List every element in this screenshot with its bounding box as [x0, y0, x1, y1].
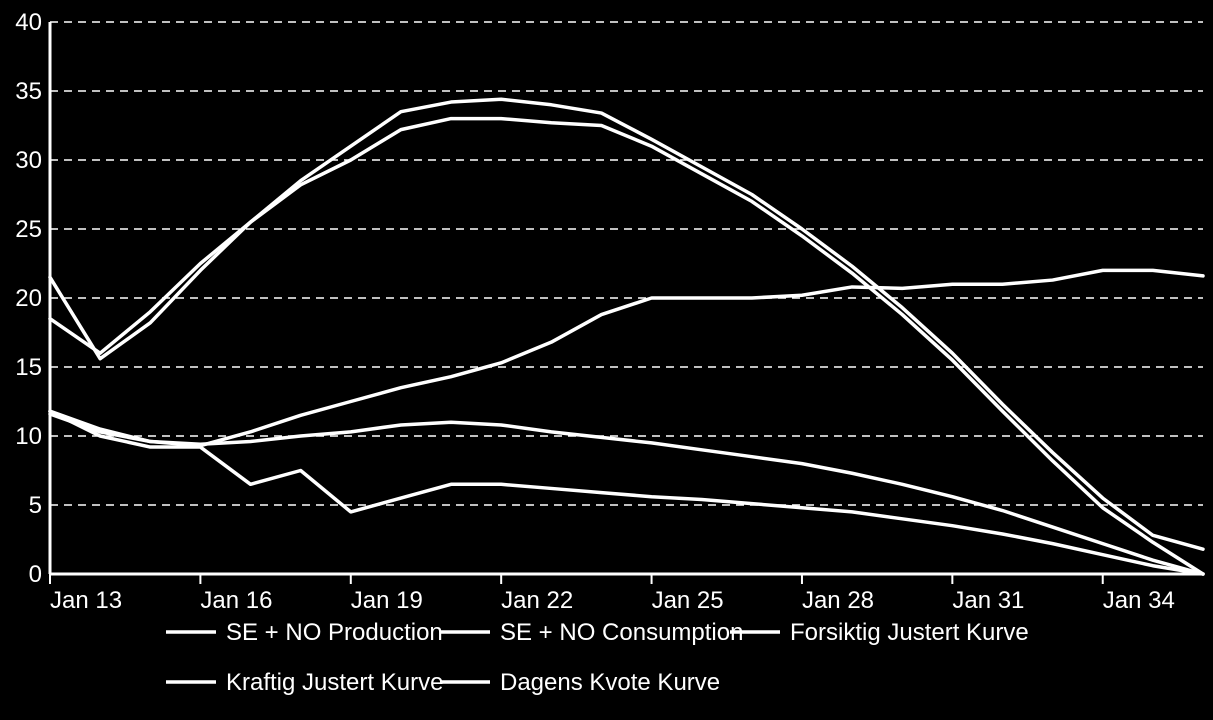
- legend-label: SE + NO Production: [226, 619, 443, 646]
- x-tick-label: Jan 16: [200, 587, 272, 614]
- y-tick-label: 5: [29, 492, 42, 519]
- legend-label: Forsiktig Justert Kurve: [790, 619, 1029, 646]
- legend-label: Kraftig Justert Kurve: [226, 669, 443, 696]
- x-tick-label: Jan 31: [952, 587, 1024, 614]
- chart-container: 0 5 10 15 20 25 30 35 40 Jan 13 Jan 16 Jan 19 Jan 22…: [0, 0, 1213, 720]
- y-tick-label: 15: [15, 354, 42, 381]
- x-tick-label: Jan 13: [50, 587, 122, 614]
- y-tick-label: 30: [15, 147, 42, 174]
- series-line: [50, 99, 1203, 549]
- x-tick-label: Jan 19: [351, 587, 423, 614]
- legend-label: Dagens Kvote Kurve: [500, 669, 720, 696]
- x-tick-label: Jan 25: [652, 587, 724, 614]
- y-tick-label: 10: [15, 423, 42, 450]
- x-tick-label: Jan 22: [501, 587, 573, 614]
- line-chart: 0 5 10 15 20 25 30 35 40 Jan 13 Jan 16 Jan 19 Jan 22…: [0, 0, 1213, 720]
- x-tick-label: Jan 34: [1103, 587, 1175, 614]
- y-tick-label: 35: [15, 78, 42, 105]
- y-tick-label: 25: [15, 216, 42, 243]
- y-tick-label: 0: [29, 561, 42, 588]
- series-line: [50, 270, 1203, 445]
- legend-label: SE + NO Consumption: [500, 619, 743, 646]
- y-tick-label: 20: [15, 285, 42, 312]
- x-tick-label: Jan 28: [802, 587, 874, 614]
- y-tick-label: 40: [15, 9, 42, 36]
